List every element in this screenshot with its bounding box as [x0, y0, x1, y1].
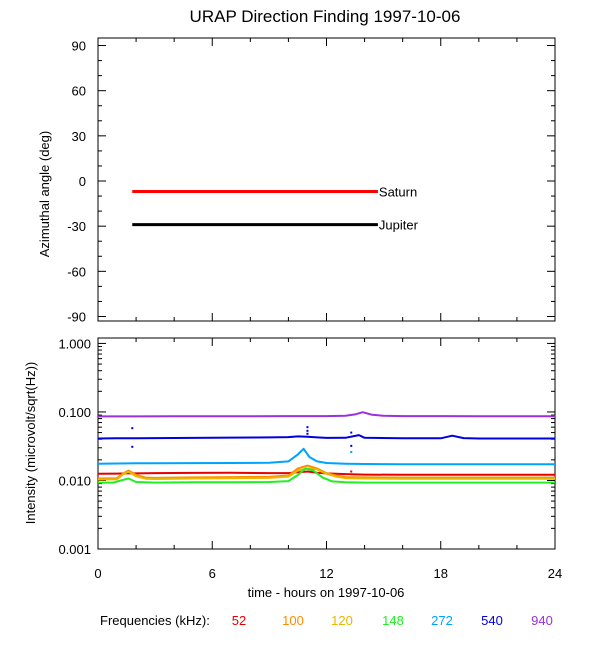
intensity-plot-frame — [97, 337, 556, 550]
legend-frequency-540: 540 — [481, 613, 503, 628]
intensity-x-tick-label: 24 — [548, 566, 562, 581]
intensity-spike-point — [350, 470, 353, 473]
legend-frequency-148: 148 — [382, 613, 404, 628]
intensity-line-120khz — [97, 467, 555, 481]
azimuth-y-tick-label: -30 — [67, 219, 86, 234]
intensity-line-940khz — [98, 411, 555, 418]
legend-frequency-100: 100 — [282, 613, 304, 628]
intensity-y-tick-label: 1.000 — [58, 336, 91, 351]
azimuth-y-tick-label: 90 — [72, 39, 86, 54]
intensity-spike-point — [306, 432, 309, 435]
intensity-line-148khz — [98, 467, 555, 484]
intensity-x-tick-label: 0 — [94, 566, 101, 581]
intensity-x-tick-label: 12 — [319, 566, 333, 581]
legend-frequency-272: 272 — [431, 613, 453, 628]
legend-frequency-52: 52 — [232, 613, 246, 628]
intensity-y-tick-label: 0.100 — [58, 405, 91, 420]
jupiter-label: Jupiter — [379, 218, 419, 233]
intensity-line-540khz — [97, 434, 555, 440]
azimuth-axis-ticks: 90 60 30 0 -30 -60 -90 — [67, 38, 556, 324]
intensity-spike-point — [131, 427, 134, 430]
intensity-y-axis-label: Intensity (microvolt/sqrt(Hz)) — [23, 362, 38, 525]
frequency-legend: Frequencies (kHz): 52 100 120 148 272 540 940 — [100, 613, 553, 628]
intensity-x-tick-label: 6 — [209, 566, 216, 581]
intensity-spike-point — [306, 429, 309, 432]
azimuth-y-axis-label: Azimuthal angle (deg) — [37, 131, 52, 257]
azimuth-series-group: Saturn Jupiter — [132, 185, 419, 233]
intensity-spike-point — [306, 426, 309, 429]
intensity-x-tick-label: 18 — [434, 566, 448, 581]
intensity-panel: 0.001 0.010 0.100 1.000 0 6 12 18 24 Intensity (… — [23, 336, 562, 600]
intensity-x-axis-label: time - hours on 1997-10-06 — [248, 585, 405, 600]
saturn-label: Saturn — [379, 185, 417, 200]
intensity-spike-point — [350, 444, 353, 447]
legend-frequency-120: 120 — [331, 613, 353, 628]
intensity-y-tick-label: 0.010 — [58, 473, 91, 488]
azimuth-y-tick-label: 60 — [72, 84, 86, 99]
intensity-series-group — [97, 411, 555, 484]
intensity-spike-point — [350, 431, 353, 434]
intensity-spike-point — [350, 451, 353, 454]
intensity-y-tick-label: 0.001 — [58, 542, 91, 557]
intensity-line-272khz — [97, 447, 555, 466]
intensity-line-100khz — [97, 464, 555, 480]
legend-frequency-940: 940 — [531, 613, 553, 628]
chart-title: URAP Direction Finding 1997-10-06 — [190, 7, 461, 26]
azimuth-y-tick-label: 0 — [79, 174, 86, 189]
azimuth-plot-frame — [97, 37, 556, 322]
legend-title: Frequencies (kHz): — [100, 613, 210, 628]
azimuth-y-tick-label: -90 — [67, 309, 86, 324]
azimuth-panel: 90 60 30 0 -30 -60 -90 Azimuthal angle (deg) S… — [37, 37, 556, 324]
intensity-spike-point — [131, 445, 134, 448]
azimuth-y-tick-label: -60 — [67, 264, 86, 279]
intensity-axis-ticks: 0.001 0.010 0.100 1.000 0 6 12 18 24 — [58, 336, 562, 581]
legend-items: 52 100 120 148 272 540 940 — [232, 613, 553, 628]
azimuth-y-tick-label: 30 — [72, 129, 86, 144]
